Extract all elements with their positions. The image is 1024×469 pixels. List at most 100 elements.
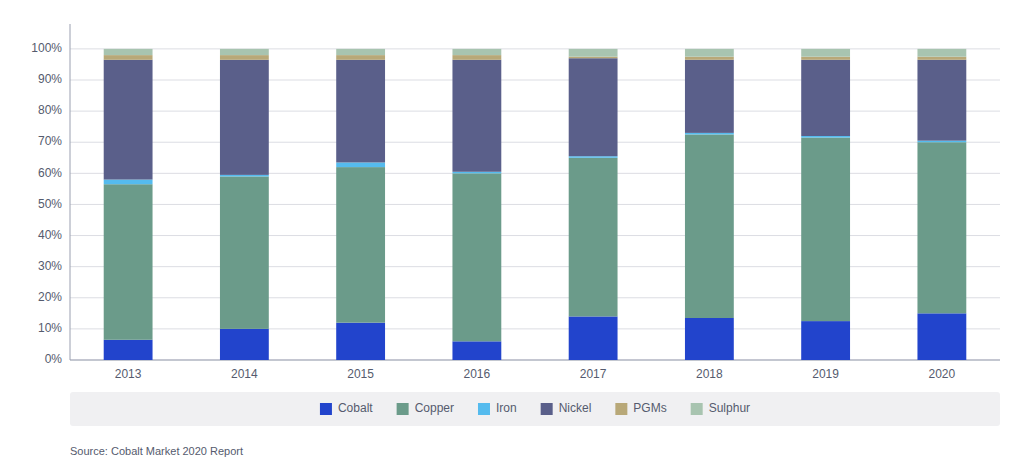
chart: 0% 10% 20% 30% 40% 50% 60% 70% 80% 90% 100% 2013 201… [0,0,1024,469]
bar-segment [685,57,734,60]
y-tick-label: 10% [38,321,62,335]
y-tick-label: 20% [38,290,62,304]
legend-label: Sulphur [709,401,750,415]
legend: Cobalt Copper Iron Nickel PGMs Sulphur [70,392,1000,426]
bar-segment [917,142,966,313]
legend-item: Sulphur [691,401,750,415]
legend-label: Iron [496,401,517,415]
legend-label: PGMs [633,401,666,415]
x-tick-label: 2020 [929,367,956,381]
bar-segment [685,133,734,135]
bar-segment [569,156,618,158]
bar-segment [801,321,850,360]
bar-segment [801,138,850,322]
bar-segment [220,329,269,360]
bar-segment [452,172,501,174]
legend-swatch [541,403,553,415]
bar-segment [917,60,966,141]
bar-segment [104,60,153,180]
bar-segment [685,134,734,318]
bar-segment [801,57,850,60]
x-tick-label: 2014 [231,367,258,381]
x-tick-label: 2019 [812,367,839,381]
legend-item: Nickel [541,401,592,415]
y-tick-label: 70% [38,134,62,148]
grid-line [70,328,1000,329]
grid [70,49,1000,360]
legend-swatch [320,403,332,415]
bar-segment [917,57,966,60]
series [104,58,967,179]
bar-segment [104,340,153,360]
bar-segment [220,55,269,60]
bar-segment [220,176,269,328]
legend-item: Copper [397,401,454,415]
x-axis: 20132014201520162017201820192020 [115,367,956,381]
series [104,49,967,57]
bar-segment [569,158,618,317]
bar-segment [685,60,734,133]
x-tick-label: 2016 [464,367,491,381]
bars [104,49,967,360]
bar-segment [452,55,501,60]
bar-segment [336,162,385,167]
x-axis-line [70,360,1000,361]
legend-swatch [397,403,409,415]
grid-line [70,360,1000,361]
y-axis-line [70,24,71,360]
bar-segment [801,136,850,138]
source-note: Source: Cobalt Market 2020 Report [70,445,243,457]
bar-segment [801,49,850,57]
y-tick-label: 60% [38,166,62,180]
bar-segment [104,55,153,60]
x-tick-label: 2018 [696,367,723,381]
bar-segment [452,341,501,360]
bar-segment [569,49,618,57]
legend-item: Cobalt [320,401,373,415]
x-tick-label: 2013 [115,367,142,381]
bar-segment [685,49,734,57]
bar-segment [452,60,501,172]
legend-item: Iron [478,401,517,415]
legend-swatch [615,403,627,415]
legend-swatch [478,403,490,415]
grid-line [70,235,1000,236]
bar-segment [336,167,385,323]
y-tick-label: 90% [38,72,62,86]
grid-line [70,48,1000,49]
y-axis: 0% 10% 20% 30% 40% 50% 60% 70% 80% 90% 100% [31,24,1000,366]
bar-segment [452,49,501,55]
bar-segment [917,141,966,143]
y-tick-label: 100% [31,41,62,55]
x-tick-label: 2017 [580,367,607,381]
y-tick-label: 30% [38,259,62,273]
bar-segment [917,49,966,57]
bar-segment [336,55,385,60]
bar-segment [104,49,153,55]
y-tick-label: 40% [38,228,62,242]
bar-segment [104,184,153,340]
legend-item: PGMs [615,401,666,415]
bar-segment [336,323,385,360]
bar-segment [220,49,269,55]
bar-segment [452,173,501,341]
grid-line [70,80,1000,81]
legend-label: Nickel [559,401,592,415]
legend-label: Cobalt [338,401,373,415]
grid-line [70,204,1000,205]
grid-line [70,297,1000,298]
y-tick-label: 0% [45,352,63,366]
bar-segment [104,180,153,185]
grid-line [70,142,1000,143]
grid-line [70,266,1000,267]
legend-box [70,392,1000,426]
bar-segment [569,57,618,59]
y-tick-label: 50% [38,197,62,211]
bar-segment [685,318,734,360]
bar-segment [569,316,618,360]
y-tick-label: 80% [38,103,62,117]
bar-segment [801,60,850,136]
grid-line [70,173,1000,174]
bar-segment [336,60,385,163]
bar-segment [220,60,269,175]
